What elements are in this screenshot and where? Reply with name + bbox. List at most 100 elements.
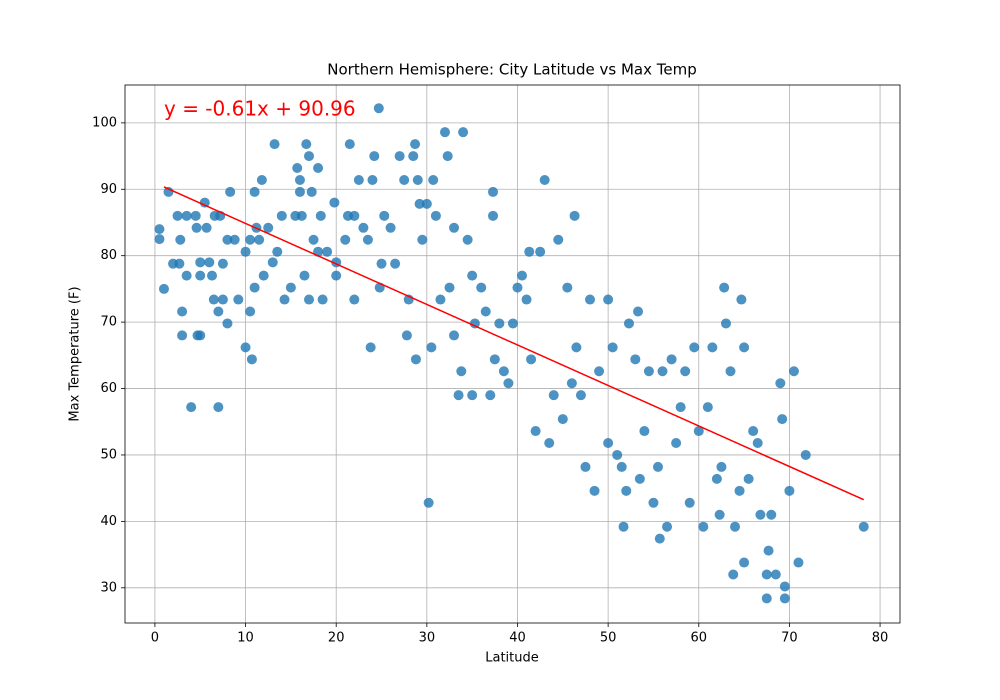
point bbox=[229, 234, 240, 245]
point bbox=[766, 509, 777, 520]
point bbox=[349, 210, 360, 221]
regression-line bbox=[163, 186, 865, 501]
point bbox=[373, 103, 384, 114]
point bbox=[181, 270, 192, 281]
point bbox=[369, 151, 380, 162]
y-tick-label: 70 bbox=[100, 315, 117, 330]
point bbox=[296, 210, 307, 221]
y-tick-label: 40 bbox=[100, 514, 117, 529]
point bbox=[340, 234, 351, 245]
x-axis-label: Latitude bbox=[485, 651, 539, 666]
point bbox=[246, 354, 257, 365]
point bbox=[245, 234, 256, 245]
point bbox=[462, 234, 473, 245]
point bbox=[154, 224, 165, 235]
point bbox=[435, 294, 446, 305]
point bbox=[530, 426, 541, 437]
point bbox=[711, 473, 722, 484]
point bbox=[458, 127, 469, 138]
point bbox=[557, 414, 568, 425]
point bbox=[175, 234, 186, 245]
point bbox=[317, 294, 328, 305]
point bbox=[657, 366, 668, 377]
point bbox=[256, 174, 267, 185]
point bbox=[566, 378, 577, 389]
point bbox=[763, 545, 774, 556]
point bbox=[612, 449, 623, 460]
point bbox=[263, 222, 274, 233]
point bbox=[292, 163, 303, 174]
point bbox=[233, 294, 244, 305]
point bbox=[267, 257, 278, 268]
point bbox=[512, 282, 523, 293]
point bbox=[524, 246, 535, 257]
point bbox=[313, 163, 324, 174]
point bbox=[285, 282, 296, 293]
point bbox=[304, 151, 315, 162]
point bbox=[680, 366, 691, 377]
point bbox=[362, 234, 373, 245]
point bbox=[258, 270, 269, 281]
plot-frame bbox=[124, 84, 901, 624]
point bbox=[379, 210, 390, 221]
point bbox=[272, 246, 283, 257]
point bbox=[213, 402, 224, 413]
point bbox=[666, 354, 677, 365]
point bbox=[385, 222, 396, 233]
point bbox=[707, 342, 718, 353]
point bbox=[671, 438, 682, 449]
point bbox=[498, 366, 509, 377]
point bbox=[365, 342, 376, 353]
point bbox=[575, 390, 586, 401]
point bbox=[569, 210, 580, 221]
point bbox=[535, 246, 546, 257]
point bbox=[730, 521, 741, 532]
point bbox=[249, 282, 260, 293]
point bbox=[675, 402, 686, 413]
point bbox=[770, 569, 781, 580]
point bbox=[634, 473, 645, 484]
point bbox=[442, 151, 453, 162]
point bbox=[689, 342, 700, 353]
point bbox=[390, 258, 401, 269]
point bbox=[788, 366, 799, 377]
point bbox=[720, 318, 731, 329]
point bbox=[222, 234, 233, 245]
point bbox=[207, 270, 218, 281]
point bbox=[177, 330, 188, 341]
point bbox=[195, 257, 206, 268]
point bbox=[800, 449, 811, 460]
point bbox=[358, 222, 369, 233]
point bbox=[201, 222, 212, 233]
point bbox=[217, 258, 228, 269]
point bbox=[739, 342, 750, 353]
point bbox=[430, 210, 441, 221]
point bbox=[639, 426, 650, 437]
x-tick-label: 70 bbox=[781, 631, 798, 646]
point bbox=[548, 390, 559, 401]
y-tick-label: 50 bbox=[100, 447, 117, 462]
y-tick-label: 80 bbox=[100, 248, 117, 263]
point bbox=[684, 497, 695, 508]
point bbox=[562, 282, 573, 293]
point bbox=[331, 270, 342, 281]
y-tick-label: 100 bbox=[92, 115, 117, 130]
point bbox=[353, 174, 364, 185]
point bbox=[249, 186, 260, 197]
point bbox=[439, 127, 450, 138]
point bbox=[589, 485, 600, 496]
point bbox=[643, 366, 654, 377]
point bbox=[755, 509, 766, 520]
point bbox=[195, 330, 206, 341]
point bbox=[329, 197, 340, 208]
point bbox=[716, 461, 727, 472]
point bbox=[301, 139, 312, 150]
chart-title: Northern Hemisphere: City Latitude vs Ma… bbox=[327, 61, 697, 79]
point bbox=[736, 294, 747, 305]
point bbox=[503, 378, 514, 389]
point bbox=[480, 306, 491, 317]
point bbox=[571, 342, 582, 353]
point bbox=[698, 521, 709, 532]
point bbox=[793, 557, 804, 568]
